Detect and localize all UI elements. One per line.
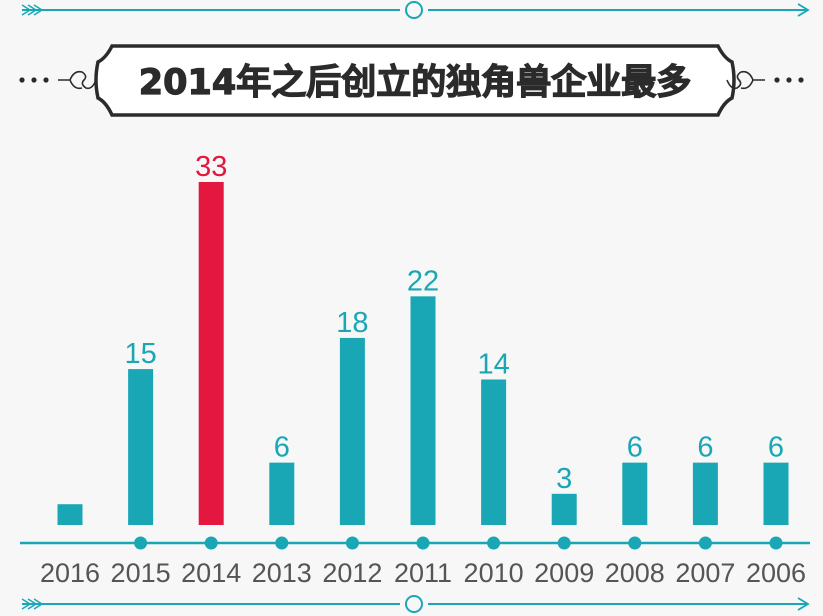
axis-marker-2011	[416, 536, 430, 550]
tick-label-2009: 2009	[534, 558, 594, 588]
ornament-circle-icon	[405, 1, 423, 19]
value-label-2006: 6	[768, 432, 784, 464]
tick-label-2013: 2013	[252, 558, 312, 588]
arrow-head-icon	[797, 597, 810, 611]
bar-2006	[763, 462, 789, 525]
bar-2009	[551, 493, 577, 525]
axis-marker-2015	[134, 536, 148, 550]
value-label-2008: 6	[627, 432, 643, 464]
axis-marker-2014	[204, 536, 218, 550]
value-label-2010: 14	[477, 348, 509, 380]
value-label-2015: 15	[124, 338, 156, 370]
top-decorative-rule	[21, 1, 810, 19]
axis-marker-2007	[698, 536, 712, 550]
value-label-2012: 18	[336, 307, 368, 339]
axis-marker-2013	[275, 536, 289, 550]
title-frame	[94, 44, 736, 117]
arrow-head-icon	[797, 3, 810, 17]
bar-2016	[57, 504, 83, 525]
bar-2007	[692, 462, 718, 525]
bar-2010	[481, 379, 507, 525]
title-banner: 2014年之后创立的独角兽企业最多	[19, 44, 804, 117]
tick-label-2012: 2012	[322, 558, 382, 588]
value-label-2014: 33	[195, 151, 227, 183]
x-tick-labels: 2016 2015 2014 2013 2012 2011 2010 2009 2008 2007…	[40, 558, 806, 588]
value-label-2011: 22	[407, 265, 439, 297]
bar-2012	[339, 337, 365, 525]
bar-2014	[198, 182, 224, 525]
bar-2013	[269, 462, 295, 525]
axis-marker-2010	[487, 536, 501, 550]
value-label-2009: 3	[556, 463, 572, 495]
tick-label-2014: 2014	[181, 558, 241, 588]
arrow-tail-icon	[21, 4, 44, 16]
tick-label-2007: 2007	[675, 558, 735, 588]
axis-marker-2012	[345, 536, 359, 550]
bar-2011	[410, 296, 436, 525]
tick-label-2008: 2008	[605, 558, 665, 588]
value-label-2013: 6	[274, 432, 290, 464]
bars-group: 15 33 6 18 22 14 3 6 6 6	[57, 151, 789, 525]
left-flourish-icon	[19, 70, 97, 90]
bar-2015	[128, 369, 154, 525]
right-flourish-icon	[726, 70, 804, 90]
tick-label-2011: 2011	[394, 558, 452, 588]
bar-2008	[622, 462, 648, 525]
tick-label-2016: 2016	[40, 558, 100, 588]
value-label-2007: 6	[697, 432, 713, 464]
axis-markers-group	[134, 536, 783, 550]
arrow-tail-icon	[21, 598, 44, 610]
axis-marker-2008	[628, 536, 642, 550]
axis-marker-2009	[557, 536, 571, 550]
tick-label-2015: 2015	[111, 558, 171, 588]
tick-label-2006: 2006	[746, 558, 806, 588]
chart-title: 2014年之后创立的独角兽企业最多	[139, 62, 691, 103]
ornament-circle-icon	[405, 595, 423, 613]
tick-label-2010: 2010	[464, 558, 524, 588]
axis-marker-2006	[769, 536, 783, 550]
bottom-decorative-rule	[21, 595, 810, 613]
